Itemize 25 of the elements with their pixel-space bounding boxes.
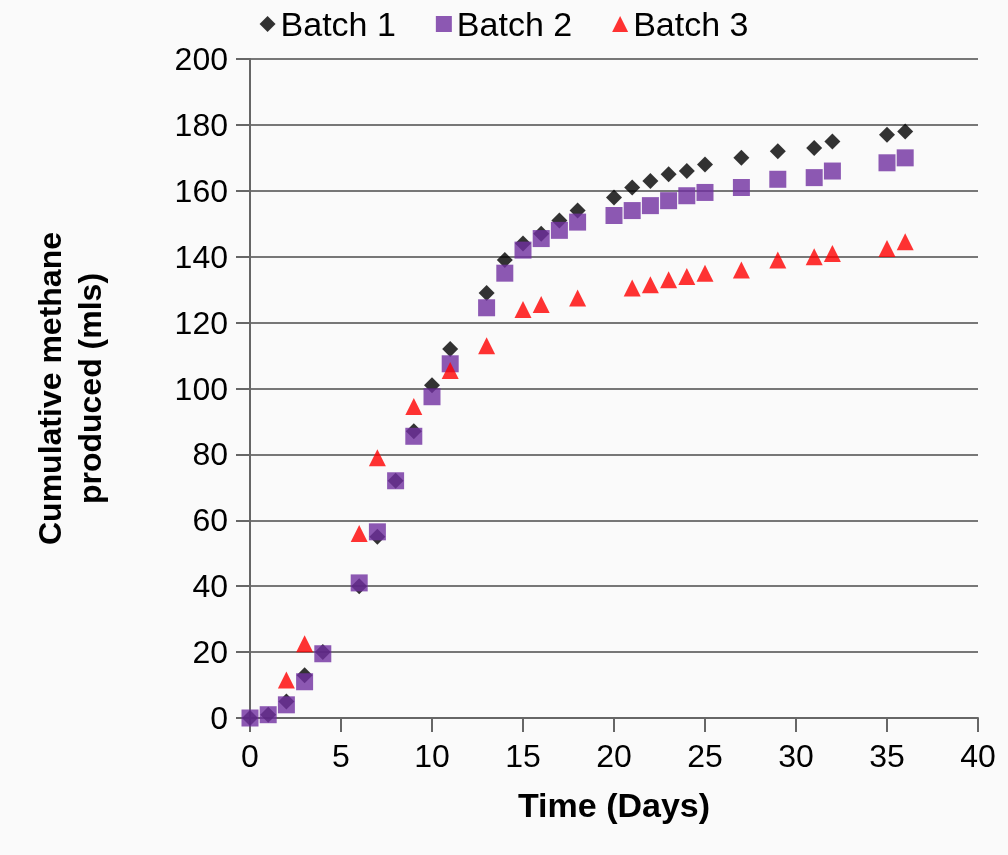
legend-label: Batch 2 [456, 5, 573, 43]
legend-label: Batch 3 [633, 5, 749, 43]
x-tick-label: 25 [687, 738, 723, 774]
x-tick-label: 5 [332, 738, 350, 774]
x-axis-title: Time (Days) [517, 786, 711, 824]
x-tick-label: 30 [778, 738, 814, 774]
x-tick-label: 20 [596, 738, 632, 774]
legend-label: Batch 1 [280, 5, 396, 43]
x-tick-label: 10 [414, 738, 450, 774]
y-tick-label: 0 [210, 700, 228, 736]
x-tick-label: 0 [241, 738, 259, 774]
y-tick-label: 100 [174, 370, 228, 407]
y-tick-label: 40 [192, 568, 228, 605]
y-tick-label: 140 [174, 238, 228, 275]
x-tick-label: 15 [505, 738, 541, 774]
y-tick-label: 20 [192, 634, 228, 671]
y-axis-title: Cumulative methane produced (mls) [32, 232, 108, 545]
y-tick-label: 160 [174, 172, 228, 209]
y-tick-label: 180 [174, 106, 228, 143]
y-tick-label: 80 [192, 436, 228, 473]
x-tick-label: 35 [869, 738, 905, 774]
y-tick-label: 200 [174, 41, 228, 77]
x-tick-label: 40 [960, 738, 996, 774]
y-tick-label: 120 [174, 304, 228, 341]
y-tick-label: 60 [192, 502, 228, 539]
